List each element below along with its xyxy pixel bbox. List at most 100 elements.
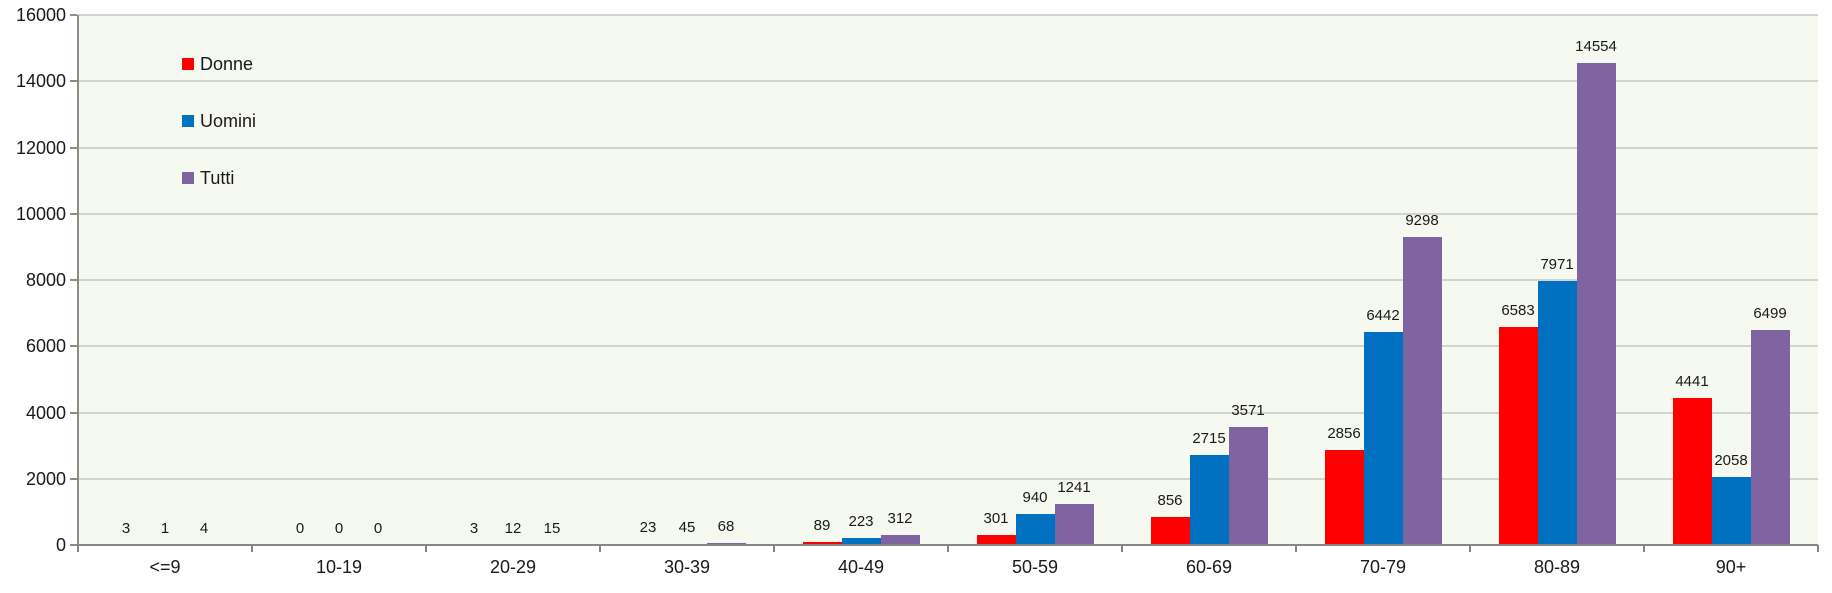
x-axis-tick [1817,545,1819,552]
bar-uomini [1537,280,1577,545]
x-axis-tick [1643,545,1645,552]
legend-label: Tutti [200,167,235,188]
x-axis-tick [947,545,949,552]
value-label: 1241 [1057,478,1091,496]
bar-tutti [1228,426,1268,545]
y-axis-label: 14000 [15,71,66,92]
x-axis-tick [773,545,775,552]
y-axis-tick [70,279,77,281]
y-axis-label: 16000 [15,5,66,25]
value-label: 7971 [1540,255,1574,273]
y-axis-label: 6000 [25,336,66,357]
y-axis-tick [70,80,77,83]
value-label: 23 [639,519,657,537]
value-label: 6442 [1366,306,1400,324]
value-label: 14554 [1575,37,1617,55]
legend-marker-icon [182,58,194,70]
y-axis-tick [70,477,77,480]
legend-item-tutti: Tutti [182,168,234,188]
bar-uomini [1363,331,1403,545]
value-label: 301 [983,510,1009,528]
y-axis-line [77,15,79,545]
gridline [78,212,1818,215]
value-label: 89 [813,517,831,535]
value-label: 2058 [1714,451,1748,469]
value-label: 4 [199,519,209,537]
bar-uomini [1711,476,1751,545]
y-axis-tick [70,212,77,215]
value-label: 0 [334,520,344,537]
y-axis-tick [70,411,77,414]
value-label: 6583 [1501,301,1535,319]
bar-tutti [880,534,920,545]
value-label: 3 [121,519,131,537]
bar-donne [1672,397,1712,545]
gridline [78,146,1818,149]
legend-marker-icon [182,115,194,127]
gridline [78,411,1818,414]
gridline [78,14,1818,16]
bar-donne [1324,450,1364,545]
bar-donne [1150,516,1190,545]
value-label: 856 [1157,491,1183,509]
y-axis-label: 10000 [15,203,66,224]
y-axis-label: 0 [55,535,66,555]
category-label: 10-19 [315,557,363,577]
value-label: 312 [887,509,913,527]
x-axis-tick [1121,545,1123,552]
bar-uomini [1189,455,1229,545]
bar-tutti [706,542,746,545]
y-axis-label: 12000 [15,137,66,158]
value-label: 4441 [1675,372,1709,390]
category-label: 80-89 [1533,557,1581,577]
x-axis-tick [251,545,253,552]
value-label: 3571 [1231,401,1265,419]
legend-marker-icon [182,172,194,184]
category-label: 60-69 [1185,557,1233,577]
gridline [78,279,1818,281]
bar-tutti [1576,62,1616,545]
y-axis-label: 2000 [25,468,66,489]
y-axis-tick [70,544,77,546]
value-label: 9298 [1405,212,1439,229]
value-label: 2856 [1327,425,1361,443]
value-label: 45 [678,518,696,536]
value-label: 1 [160,519,170,537]
x-axis-tick [77,545,79,552]
bar-donne [1498,326,1538,545]
value-label: 12 [504,519,522,537]
value-label: 0 [295,520,305,537]
x-axis-tick [425,545,427,552]
legend-label: Uomini [200,110,257,131]
x-axis-line [77,544,1818,546]
gridline [78,477,1818,480]
category-label: 20-29 [489,557,537,577]
legend-item-donne: Donne [182,54,253,74]
category-label: 50-59 [1011,557,1059,577]
value-label: 223 [848,512,874,530]
y-axis-tick [70,14,77,16]
y-axis-tick [70,345,77,348]
x-axis-tick [1295,545,1297,552]
y-axis-tick [70,146,77,149]
category-label: 40-49 [837,557,885,577]
bar-uomini [1015,513,1055,545]
bar-donne [976,535,1016,545]
legend-item-uomini: Uomini [182,111,256,131]
x-axis-tick [599,545,601,552]
y-axis-label: 4000 [25,402,66,423]
value-label: 68 [717,517,735,535]
category-label: 30-39 [663,557,711,577]
category-label: 70-79 [1359,557,1407,577]
legend-label: Donne [200,53,254,74]
value-label: 2715 [1192,430,1226,448]
bar-uomini [841,537,881,545]
value-label: 15 [543,519,561,537]
category-label: 90+ [1715,557,1747,577]
x-axis-tick [1469,545,1471,552]
bar-donne [802,542,842,545]
gridline [78,80,1818,83]
value-label: 3 [469,519,479,537]
value-label: 0 [373,520,383,537]
